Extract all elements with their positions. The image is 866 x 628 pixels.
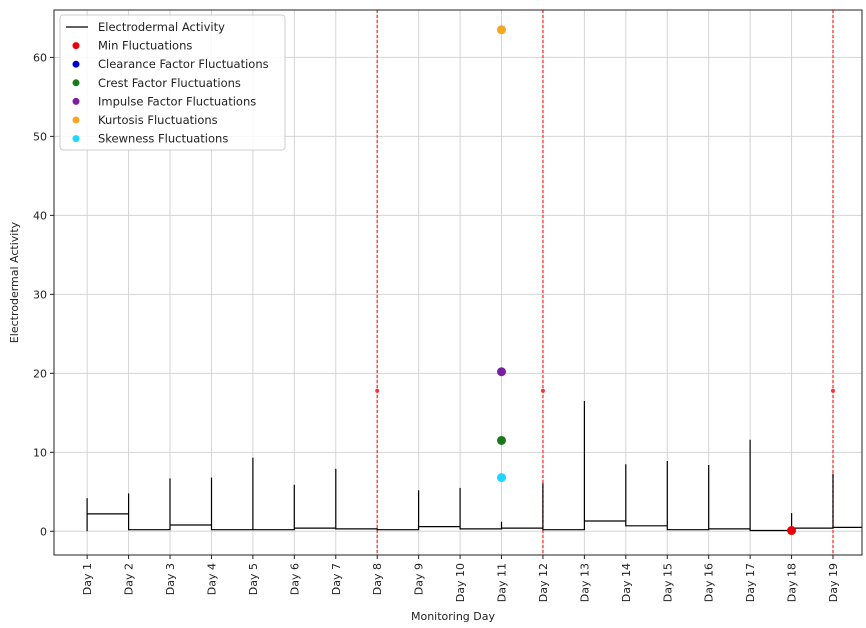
legend-label: Impulse Factor Fluctuations — [98, 94, 256, 108]
legend-marker — [72, 97, 80, 105]
vline-marker — [540, 388, 545, 393]
x-tick-label: Day 10 — [454, 563, 467, 602]
x-axis-label: Monitoring Day — [411, 610, 496, 623]
x-tick-label: Day 13 — [578, 563, 591, 602]
scatter-point — [787, 526, 797, 536]
scatter-point — [497, 25, 507, 35]
legend-marker — [72, 116, 80, 124]
x-tick-label: Day 14 — [620, 563, 633, 602]
x-tick-label: Day 17 — [744, 563, 757, 602]
x-tick-label: Day 16 — [703, 563, 716, 602]
x-tick-label: Day 11 — [496, 563, 509, 602]
x-tick-label: Day 8 — [371, 563, 384, 595]
x-tick-label: Day 12 — [537, 563, 550, 602]
x-tick-label: Day 15 — [661, 563, 674, 602]
scatter-point — [497, 473, 507, 483]
vline-marker — [375, 388, 380, 393]
x-tick-label: Day 6 — [288, 563, 301, 595]
x-tick-label: Day 18 — [786, 563, 799, 602]
legend-box — [59, 14, 286, 151]
y-tick-label: 0 — [40, 525, 47, 538]
x-tick-label: Day 2 — [123, 563, 136, 595]
y-tick-label: 60 — [33, 51, 47, 64]
plot-frame — [53, 9, 863, 556]
x-tick-label: Day 5 — [247, 563, 260, 595]
legend-label: Kurtosis Fluctuations — [98, 113, 218, 127]
x-tick-label: Day 9 — [413, 563, 426, 595]
legend-marker — [72, 135, 80, 143]
legend-label: Clearance Factor Fluctuations — [98, 57, 269, 71]
legend-label: Skewness Fluctuations — [98, 132, 228, 146]
x-tick-label: Day 19 — [827, 563, 840, 602]
legend-label: Electrodermal Activity — [98, 20, 225, 34]
scatter-point — [497, 435, 507, 445]
legend-marker — [72, 79, 80, 87]
y-tick-label: 50 — [33, 130, 47, 143]
y-axis-label: Electrodermal Activity — [8, 221, 21, 343]
y-tick-label: 30 — [33, 288, 47, 301]
scatter-point — [497, 367, 507, 377]
x-tick-label: Day 4 — [205, 563, 218, 595]
eda-line — [86, 401, 862, 532]
y-tick-label: 40 — [33, 209, 47, 222]
x-tick-label: Day 7 — [330, 563, 343, 595]
x-tick-label: Day 1 — [81, 563, 94, 595]
legend-label: Crest Factor Fluctuations — [98, 76, 241, 90]
x-tick-label: Day 3 — [164, 563, 177, 595]
vline-marker — [830, 388, 835, 393]
legend-label: Min Fluctuations — [98, 39, 192, 53]
legend-marker — [72, 60, 80, 68]
y-tick-label: 20 — [33, 367, 47, 380]
y-tick-label: 10 — [33, 446, 47, 459]
legend-marker — [72, 42, 80, 50]
